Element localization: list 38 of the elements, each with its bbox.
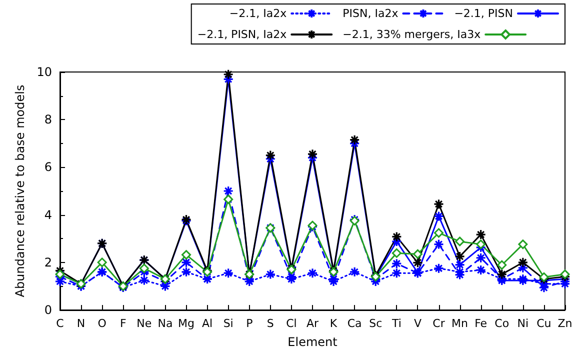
- y-tick-label: 6: [44, 160, 52, 174]
- legend-label: PISN, Ia2x: [342, 7, 399, 20]
- x-tick-label: Cu: [536, 317, 552, 330]
- y-tick-label: 8: [44, 112, 52, 127]
- legend-label: −2.1, 33% mergers, Ia3x: [342, 28, 482, 41]
- x-tick-label: Cr: [432, 317, 446, 330]
- x-axis-title: Element: [288, 335, 338, 349]
- legend-label: −2.1, Ia2x: [229, 7, 288, 20]
- x-tick-label: Ca: [347, 317, 362, 330]
- legend-label: −2.1, PISN, Ia2x: [197, 28, 288, 41]
- x-tick-label: Mn: [452, 317, 468, 330]
- x-tick-label: Ar: [306, 317, 319, 330]
- x-tick-label: Sc: [369, 317, 382, 330]
- x-tick-label: Al: [202, 317, 213, 330]
- y-tick-label: 0: [44, 303, 52, 317]
- y-axis-title: Abundance relative to base models: [12, 84, 27, 298]
- x-tick-label: Si: [223, 317, 234, 330]
- x-tick-label: Fe: [474, 317, 488, 330]
- x-tick-label: Co: [494, 317, 510, 330]
- x-tick-label: C: [56, 317, 64, 330]
- x-tick-label: F: [120, 317, 126, 330]
- x-tick-label: V: [414, 317, 422, 330]
- x-tick-label: N: [76, 317, 86, 330]
- x-tick-label: K: [330, 317, 338, 330]
- x-tick-label: Zn: [558, 317, 572, 330]
- x-tick-label: Ti: [390, 317, 402, 330]
- x-tick-label: Ne: [136, 317, 152, 330]
- x-tick-label: P: [246, 317, 254, 330]
- legend-label: −2.1, PISN: [454, 7, 513, 20]
- x-tick-label: Ni: [517, 317, 529, 330]
- x-tick-label: Cl: [286, 317, 297, 330]
- x-tick-label: Na: [158, 317, 173, 330]
- y-tick-label: 4: [44, 208, 52, 222]
- y-tick-label: 10: [36, 65, 52, 79]
- y-tick-label: 2: [44, 255, 52, 270]
- x-tick-label: O: [98, 317, 107, 330]
- x-tick-label: Mg: [178, 317, 194, 330]
- x-tick-label: S: [266, 317, 274, 330]
